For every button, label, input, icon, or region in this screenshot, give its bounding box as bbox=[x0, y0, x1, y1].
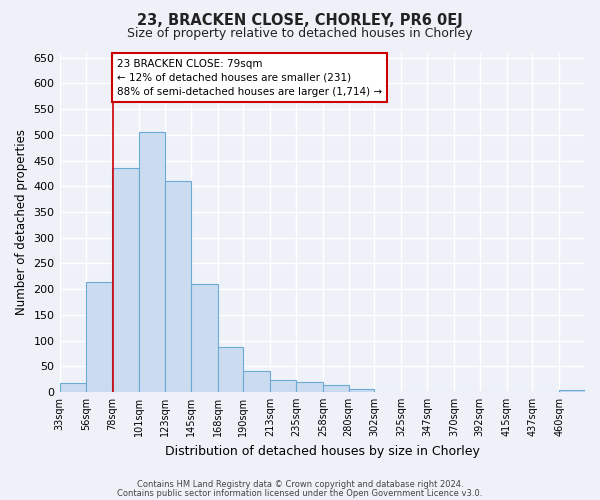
Y-axis label: Number of detached properties: Number of detached properties bbox=[15, 129, 28, 315]
X-axis label: Distribution of detached houses by size in Chorley: Distribution of detached houses by size … bbox=[165, 444, 480, 458]
Bar bbox=[139, 132, 165, 392]
Bar bbox=[243, 372, 270, 392]
Bar bbox=[559, 390, 585, 392]
Bar bbox=[218, 346, 243, 392]
Bar bbox=[112, 168, 139, 392]
Bar bbox=[191, 284, 218, 392]
Text: Size of property relative to detached houses in Chorley: Size of property relative to detached ho… bbox=[127, 28, 473, 40]
Bar bbox=[323, 384, 349, 392]
Text: Contains public sector information licensed under the Open Government Licence v3: Contains public sector information licen… bbox=[118, 488, 482, 498]
Bar bbox=[349, 390, 374, 392]
Text: 23, BRACKEN CLOSE, CHORLEY, PR6 0EJ: 23, BRACKEN CLOSE, CHORLEY, PR6 0EJ bbox=[137, 12, 463, 28]
Bar bbox=[86, 282, 112, 392]
Text: 23 BRACKEN CLOSE: 79sqm
← 12% of detached houses are smaller (231)
88% of semi-d: 23 BRACKEN CLOSE: 79sqm ← 12% of detache… bbox=[117, 58, 382, 96]
Text: Contains HM Land Registry data © Crown copyright and database right 2024.: Contains HM Land Registry data © Crown c… bbox=[137, 480, 463, 489]
Bar bbox=[165, 181, 191, 392]
Bar bbox=[270, 380, 296, 392]
Bar bbox=[59, 382, 86, 392]
Bar bbox=[296, 382, 323, 392]
